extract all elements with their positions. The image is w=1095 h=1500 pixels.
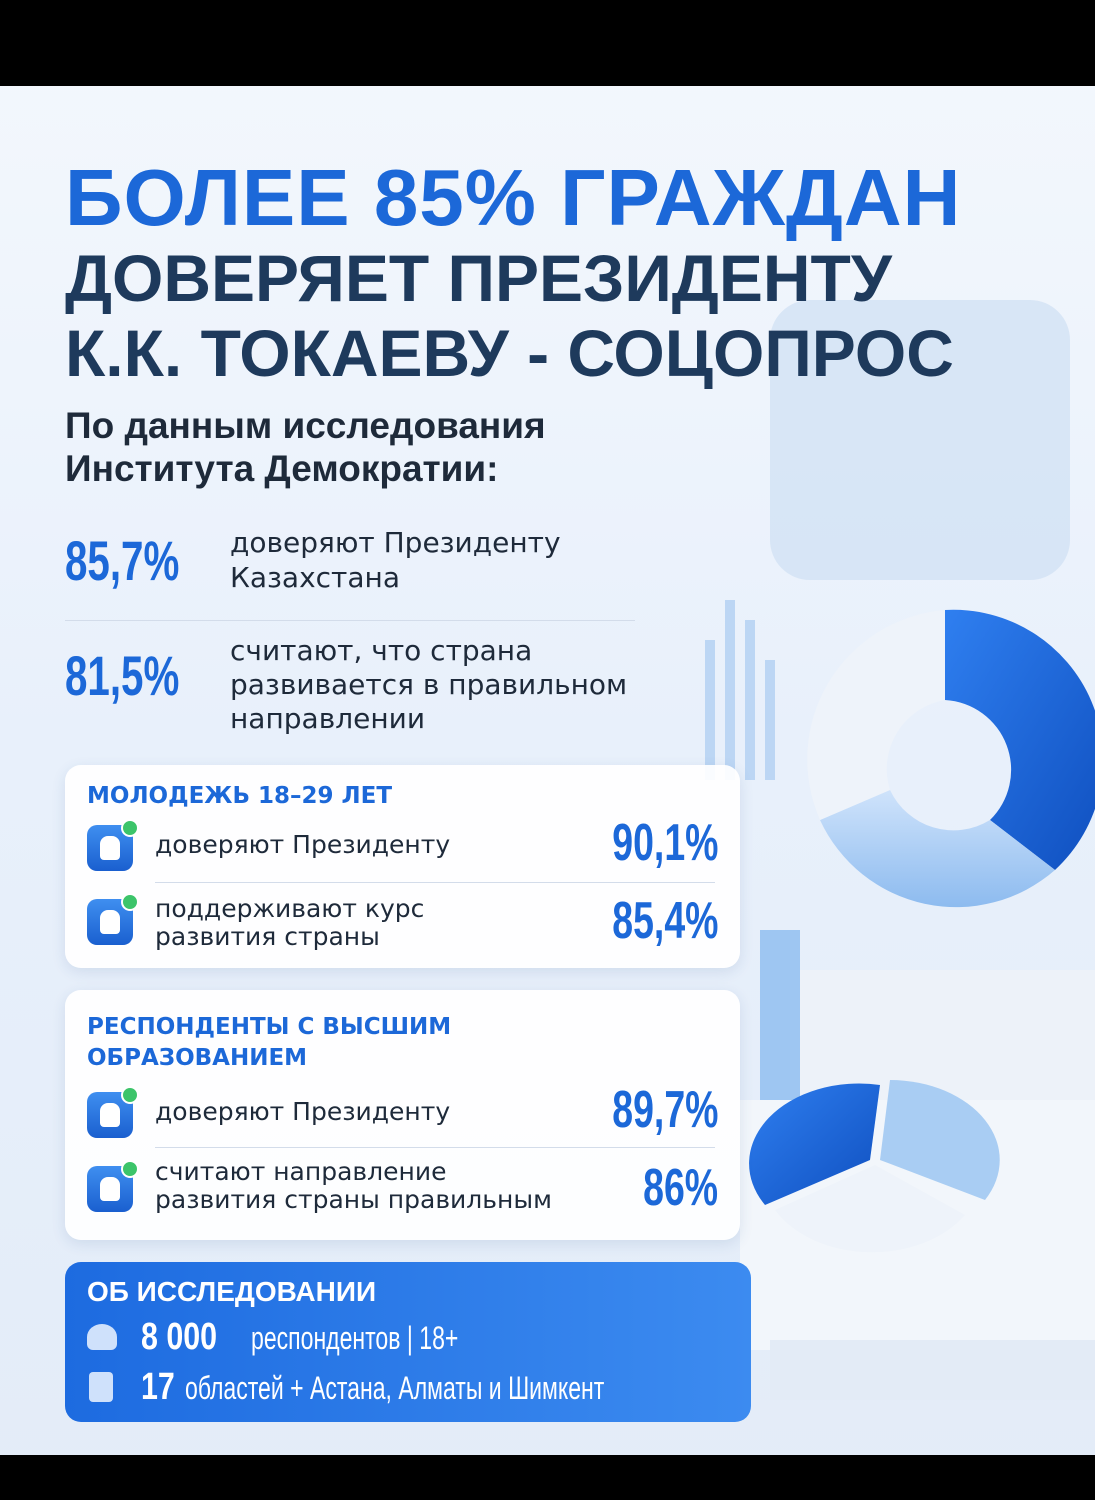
about-title: ОБ ИССЛЕДОВАНИИ (87, 1276, 377, 1307)
about-box: ОБ ИССЛЕДОВАНИИ 8 000 респондентов | 18+… (65, 1262, 751, 1422)
icon (87, 1086, 139, 1138)
item-label: поддерживают курс (155, 894, 425, 923)
about-text: респондентов | 18+ (251, 1320, 459, 1356)
item-value: 86% (643, 1159, 718, 1217)
card-title: РЕСПОНДЕНТЫ С ВЫСШИМ (87, 1014, 452, 1040)
about-text: областей + Астана, Алматы и Шимкент (185, 1370, 605, 1406)
about-value: 17 (141, 1366, 175, 1408)
subtitle: Института Демократии: (65, 448, 499, 489)
item-value: 89,7% (611, 1081, 718, 1139)
stat-label: развивается в правильном (230, 668, 628, 701)
title: БОЛЕЕ 85% ГРАЖДАН (65, 153, 962, 242)
item-label: развития страны (155, 922, 380, 951)
title: К.К. ТОКАЕВУ - СОЦОПРОС (65, 316, 954, 390)
icon (89, 1372, 113, 1402)
stat-label: считают, что страна (230, 634, 533, 667)
icon (87, 1324, 117, 1350)
item-label: развития страны правильным (155, 1185, 552, 1214)
top-bar (0, 0, 1095, 86)
stat-label: Казахстана (230, 561, 400, 594)
icon (87, 893, 139, 945)
about-value: 8 000 (141, 1316, 218, 1358)
item-value: 90,1% (611, 814, 718, 872)
icon (87, 1160, 139, 1212)
stat-label: направлении (230, 702, 426, 735)
stat-value: 85,7% (65, 529, 180, 592)
stat-label: доверяют Президенту (230, 526, 561, 559)
card: МОЛОДЕЖЬ 18–29 ЛЕТ доверяют Президенту 9… (65, 765, 740, 968)
divider (155, 882, 715, 883)
item-label: считают направление (155, 1157, 447, 1186)
item-value: 85,4% (611, 892, 718, 950)
card: РЕСПОНДЕНТЫ С ВЫСШИМ ОБРАЗОВАНИЕМ доверя… (65, 990, 740, 1240)
subtitle: По данным исследования (65, 405, 546, 446)
title: ДОВЕРЯЕТ ПРЕЗИДЕНТУ (65, 241, 892, 315)
bottom-bar (0, 1455, 1095, 1500)
item-label: доверяют Президенту (155, 830, 451, 859)
card-title: ОБРАЗОВАНИЕМ (87, 1045, 308, 1071)
icon (87, 819, 139, 871)
card-title: МОЛОДЕЖЬ 18–29 ЛЕТ (87, 783, 393, 809)
stat-value: 81,5% (65, 644, 180, 707)
divider (65, 620, 635, 621)
divider (155, 1147, 715, 1148)
item-label: доверяют Президенту (155, 1097, 451, 1126)
